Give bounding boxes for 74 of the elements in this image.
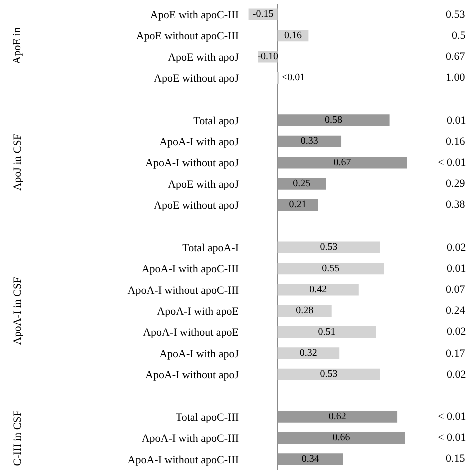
y-tick-label: Total apoC-III xyxy=(176,412,240,424)
text: 0.38 xyxy=(446,199,466,211)
bar xyxy=(278,114,390,126)
text: ApoE in xyxy=(12,26,24,64)
y-tick-label: ApoA-I without apoC-III xyxy=(128,284,240,297)
bar xyxy=(278,368,380,381)
y-tick-label: ApoA-I with apoC-III xyxy=(142,264,240,276)
text: 0.5 xyxy=(452,30,466,42)
data-label: 0.34 xyxy=(302,454,320,465)
y-tick-label: ApoA-I without apoJ xyxy=(146,158,240,170)
text: 0.15 xyxy=(446,453,466,465)
data-label: 0.53 xyxy=(320,242,338,254)
text: 1.00 xyxy=(446,72,466,84)
y-tick-label: ApoA-I without apoC-III xyxy=(128,454,240,466)
y-tick-label: ApoA-I with apoC-III xyxy=(142,433,240,446)
text: C-III in CSF xyxy=(12,410,24,466)
text: < 0.01 xyxy=(438,157,466,169)
y-tick-label: Total apoA-I xyxy=(182,242,240,254)
text: 0.67 xyxy=(446,51,466,63)
y-tick-label: ApoA-I with apoE xyxy=(157,306,240,318)
bar xyxy=(278,284,359,296)
bar xyxy=(278,157,408,169)
y-tick-label: ApoE without apoJ xyxy=(154,72,240,85)
text: < 0.01 xyxy=(438,411,466,423)
data-label: 0.25 xyxy=(293,178,311,190)
data-label: 0.67 xyxy=(334,157,352,168)
data-label: 0.21 xyxy=(289,200,307,211)
text: 0.24 xyxy=(446,305,466,317)
text: 0.02 xyxy=(447,242,466,254)
data-label: 0.58 xyxy=(325,115,343,126)
y-tick-label: ApoA-I with apoJ xyxy=(160,136,240,149)
text: < 0.01 xyxy=(438,432,466,444)
y-tick-label: Total apoJ xyxy=(194,115,240,128)
text: ApoA-I in CSF xyxy=(12,277,24,346)
data-label: 0.53 xyxy=(320,369,338,380)
data-label: -0.10 xyxy=(258,51,279,62)
y-tick-label: ApoE without apoC-III xyxy=(136,30,240,43)
y-tick-label: ApoE with apoJ xyxy=(168,52,240,64)
data-label: 0.33 xyxy=(300,136,318,148)
data-label: 0.16 xyxy=(284,30,302,42)
text: 0.53 xyxy=(446,9,466,21)
data-label: 0.42 xyxy=(310,284,328,296)
bar xyxy=(278,411,398,423)
y-tick-label: ApoE with apoJ xyxy=(168,178,240,191)
data-label: 0.28 xyxy=(296,306,314,317)
y-tick-label: ApoE with apoC-III xyxy=(150,9,240,22)
text: 0.01 xyxy=(447,115,466,127)
data-label: 0.51 xyxy=(318,326,336,338)
text: 0.29 xyxy=(446,178,466,190)
data-label: 0.66 xyxy=(332,432,350,444)
data-label: <0.01 xyxy=(282,72,306,84)
text: 0.02 xyxy=(447,369,466,381)
y-tick-label: ApoA-I with apoJ xyxy=(160,348,240,360)
data-label: 0.62 xyxy=(328,412,346,423)
text: 0.01 xyxy=(447,263,466,275)
data-label: 0.32 xyxy=(300,348,318,360)
bar xyxy=(278,326,376,338)
data-label: -0.15 xyxy=(252,9,274,20)
bar xyxy=(278,136,342,148)
data-label: 0.55 xyxy=(322,263,340,274)
text: 0.16 xyxy=(446,136,466,148)
text: ApoJ in CSF xyxy=(12,134,24,191)
y-tick-label: ApoA-I without apoJ xyxy=(146,370,240,382)
bar xyxy=(278,454,344,466)
y-tick-label: ApoA-I without apoE xyxy=(143,327,240,340)
text: 0.07 xyxy=(446,284,466,296)
bar xyxy=(278,242,380,254)
y-tick-label: ApoE without apoJ xyxy=(154,200,240,212)
text: 0.17 xyxy=(446,348,466,360)
bar xyxy=(278,262,384,275)
text: 0.02 xyxy=(447,326,466,338)
bar xyxy=(278,178,326,190)
bar xyxy=(278,348,340,360)
bar xyxy=(278,432,406,444)
